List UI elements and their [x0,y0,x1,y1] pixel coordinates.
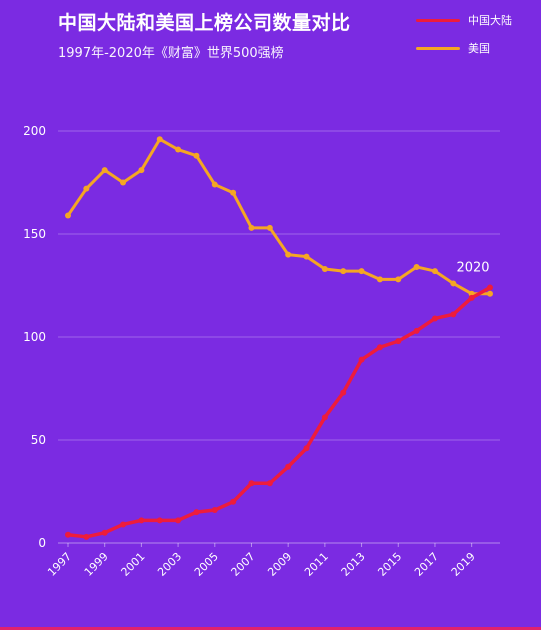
data-point-usa-2015 [395,276,402,283]
data-point-usa-2001 [138,167,145,174]
x-tick-label-2005: 2005 [192,550,221,579]
data-point-usa-2005 [211,181,218,188]
data-point-china-2002 [156,517,163,524]
data-point-usa-2003 [175,146,182,153]
data-point-china-2008 [266,480,273,487]
data-point-china-2019 [468,294,475,301]
data-point-china-2017 [431,315,438,322]
annotation-2020: 2020 [456,261,489,276]
data-point-usa-2018 [450,280,457,287]
data-point-china-1998 [83,533,90,540]
data-point-china-2018 [450,311,457,318]
legend: 中国大陆 美国 [416,10,512,66]
series-line-china [66,285,492,539]
x-tick-label-2003: 2003 [155,550,184,579]
data-point-usa-2000 [120,179,127,186]
data-point-usa-2014 [376,276,383,283]
data-point-usa-1998 [83,185,90,192]
legend-item-usa: 美国 [416,38,512,58]
y-tick-label-200: 200 [23,124,46,138]
data-point-china-2015 [395,338,402,345]
data-point-china-2014 [376,344,383,351]
x-tick-label-2011: 2011 [302,550,331,579]
data-point-usa-1999 [101,167,108,174]
data-point-usa-2012 [340,268,347,275]
x-tick-label-2017: 2017 [412,550,441,579]
data-point-usa-2002 [156,136,163,143]
data-point-usa-2010 [303,253,310,260]
data-point-usa-2006 [230,189,237,196]
data-point-china-2004 [193,509,200,516]
data-point-china-2005 [211,507,218,514]
y-tick-label-50: 50 [31,433,46,447]
x-tick-label-2013: 2013 [339,550,368,579]
data-point-usa-2009 [285,251,292,258]
data-point-usa-1997 [65,212,71,219]
data-point-china-2001 [138,517,145,524]
data-point-usa-2013 [358,268,365,275]
x-tick-label-2009: 2009 [265,550,294,579]
legend-label-china: 中国大陆 [468,14,512,27]
data-point-usa-2020 [487,290,493,297]
bottom-accent-bar [0,627,541,630]
x-tick-label-1997: 1997 [45,550,74,579]
data-point-china-2013 [358,356,365,363]
y-tick-label-100: 100 [23,330,46,344]
data-point-china-2012 [340,389,347,396]
data-point-usa-2004 [193,152,200,159]
data-point-china-2009 [285,463,292,470]
data-point-china-2010 [303,445,310,452]
data-point-china-2016 [413,327,420,334]
x-tick-label-2001: 2001 [119,550,148,579]
chart-subtitle: 1997年-2020年《财富》世界500强榜 [58,46,284,61]
series-line-usa [66,137,492,296]
legend-item-china: 中国大陆 [416,10,512,30]
data-point-china-2000 [120,521,127,528]
x-tick-label-1999: 1999 [82,550,111,579]
data-point-china-1997 [65,531,71,538]
x-tick-label-2007: 2007 [229,550,258,579]
y-tick-label-150: 150 [23,227,46,241]
data-point-china-2020 [487,284,493,291]
data-point-china-2011 [321,414,328,421]
data-point-china-2003 [175,517,182,524]
data-point-china-1999 [101,529,108,536]
chart-title: 中国大陆和美国上榜公司数量对比 [58,12,351,34]
data-point-china-2006 [230,498,237,505]
data-point-china-2007 [248,480,255,487]
legend-label-usa: 美国 [468,42,490,55]
x-tick-label-2015: 2015 [375,550,404,579]
y-tick-label-0: 0 [38,536,46,550]
legend-swatch-china [416,18,460,22]
legend-swatch-usa [416,46,460,50]
data-point-usa-2017 [431,268,438,275]
data-point-usa-2016 [413,263,420,270]
data-point-usa-2007 [248,224,255,231]
x-tick-label-2019: 2019 [449,550,478,579]
data-point-usa-2008 [266,224,273,231]
data-point-usa-2011 [321,266,328,273]
